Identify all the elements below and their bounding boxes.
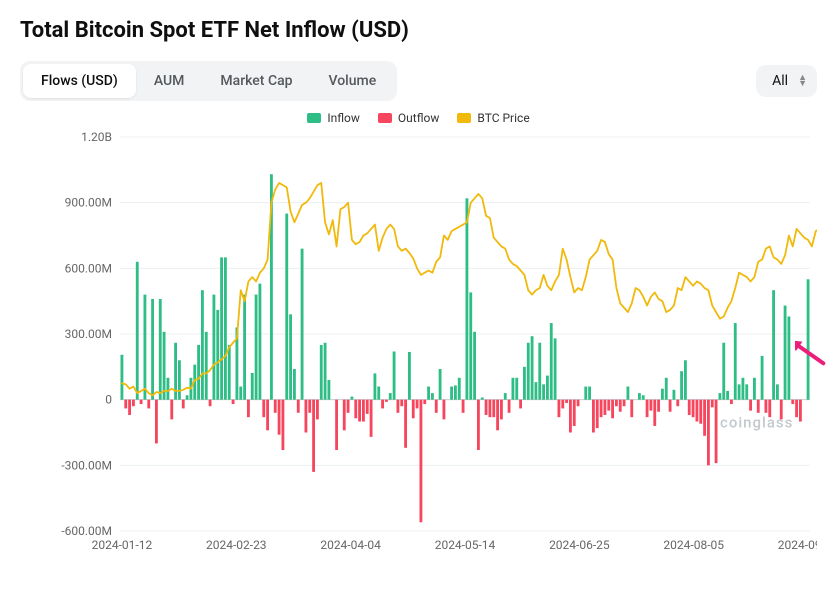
svg-text:300.00M: 300.00M — [65, 327, 112, 341]
svg-text:2024-02-23: 2024-02-23 — [206, 538, 267, 552]
svg-text:600.00M: 600.00M — [65, 261, 112, 275]
tab-aum[interactable]: AUM — [136, 64, 203, 98]
legend-label: Inflow — [327, 111, 360, 125]
svg-text:1.20B: 1.20B — [81, 131, 112, 144]
svg-text:-600.00M: -600.00M — [61, 524, 112, 538]
page-title: Total Bitcoin Spot ETF Net Inflow (USD) — [20, 18, 817, 43]
svg-text:0: 0 — [105, 393, 112, 407]
chevron-updown-icon: ▲▼ — [798, 75, 807, 87]
controls-row: Flows (USD)AUMMarket CapVolume All ▲▼ — [20, 61, 817, 101]
svg-text:2024-01-12: 2024-01-12 — [92, 538, 153, 552]
legend-label: Outflow — [398, 111, 439, 125]
tab-market-cap[interactable]: Market Cap — [202, 64, 310, 98]
svg-text:2024-05-14: 2024-05-14 — [435, 538, 496, 552]
range-dropdown[interactable]: All ▲▼ — [756, 65, 817, 97]
legend-swatch — [378, 113, 392, 123]
svg-text:2024-06-25: 2024-06-25 — [549, 538, 610, 552]
flows-chart: 1.20B 900.00M 600.00M 300.00M 0 -300.00M -600.… — [20, 131, 817, 571]
svg-text:2024-04-04: 2024-04-04 — [320, 538, 381, 552]
tab-volume[interactable]: Volume — [311, 64, 395, 98]
svg-text:-300.00M: -300.00M — [61, 458, 112, 472]
annotation-arrow-icon — [795, 336, 837, 386]
chart-legend: Inflow Outflow BTC Price — [20, 111, 817, 125]
metric-tabs: Flows (USD)AUMMarket CapVolume — [20, 61, 397, 101]
legend-swatch — [457, 113, 471, 123]
legend-item-outflow[interactable]: Outflow — [378, 111, 439, 125]
svg-text:2024-08-05: 2024-08-05 — [663, 538, 724, 552]
legend-item-inflow[interactable]: Inflow — [307, 111, 360, 125]
chart-area: 1.20B 900.00M 600.00M 300.00M 0 -300.00M -600.… — [20, 131, 817, 571]
legend-label: BTC Price — [477, 111, 529, 125]
svg-text:2024-09-13: 2024-09-13 — [778, 538, 817, 552]
tab-flows-usd[interactable]: Flows (USD) — [23, 64, 136, 98]
legend-swatch — [307, 113, 321, 123]
svg-text:900.00M: 900.00M — [65, 196, 112, 210]
range-dropdown-value: All — [772, 73, 788, 89]
legend-item-btc-price[interactable]: BTC Price — [457, 111, 529, 125]
